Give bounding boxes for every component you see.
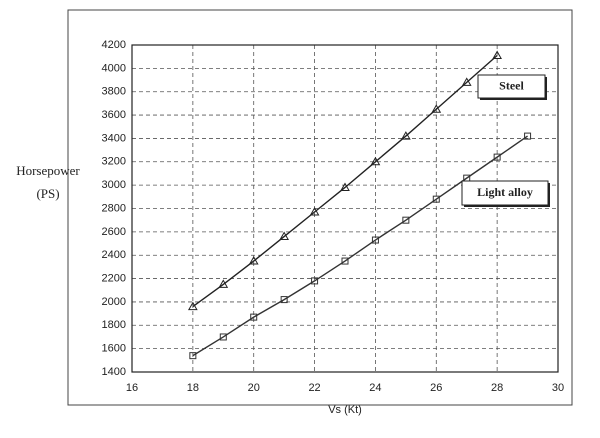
point [341,257,349,265]
point [309,206,320,216]
point [219,333,227,341]
y-tick-label: 4200 [102,39,126,51]
legend-box [461,180,549,206]
y-tick-label: 1800 [102,319,126,331]
point [218,279,229,288]
point [189,352,197,360]
point [340,182,350,191]
x-tick-label: 28 [491,382,503,394]
x-tick-label: 26 [430,382,442,394]
y-tick-label: 1400 [102,366,126,378]
point [370,156,381,166]
y-tick-label: 3800 [102,86,126,98]
point [432,195,440,203]
series-line [192,54,498,308]
y-tick-label: 2600 [102,226,126,238]
point [371,236,379,244]
y-tick-label: 2800 [102,202,126,214]
point [492,50,503,60]
y-tick-label: 3400 [102,132,126,144]
y-tick-label: 2000 [102,296,126,308]
point [279,231,290,241]
y-axis-label: (PS) [36,186,59,201]
series-line [192,135,528,357]
legend-label: Light alloy [477,185,533,199]
legend-label: Steel [499,78,524,92]
y-tick-label: 1600 [102,343,126,355]
point [400,131,411,140]
frame [67,9,573,406]
y-tick-label: 3000 [102,179,126,191]
x-tick-label: 18 [187,382,199,394]
point [431,104,442,113]
y-tick-label: 2200 [102,272,126,284]
x-tick-label: 16 [126,382,138,394]
x-tick-label: 30 [552,382,564,394]
point [461,77,472,86]
point [524,132,532,140]
y-tick-label: 3200 [102,156,126,168]
point [248,256,259,265]
point [493,153,501,161]
point [311,277,319,285]
point [250,313,258,321]
y-tick-label: 3600 [102,109,126,121]
x-tick-label: 20 [248,382,260,394]
y-tick-label: 4000 [102,62,126,74]
x-axis-label: Vs (Kt) [328,404,362,416]
point [280,296,288,304]
y-tick-label: 2400 [102,249,126,261]
legend-box [477,74,546,99]
point [187,301,198,311]
x-tick-label: 24 [369,382,381,394]
x-tick-label: 22 [308,382,320,394]
plot-area [131,44,559,373]
y-axis-label: Horsepower [16,163,80,178]
point [402,216,410,224]
